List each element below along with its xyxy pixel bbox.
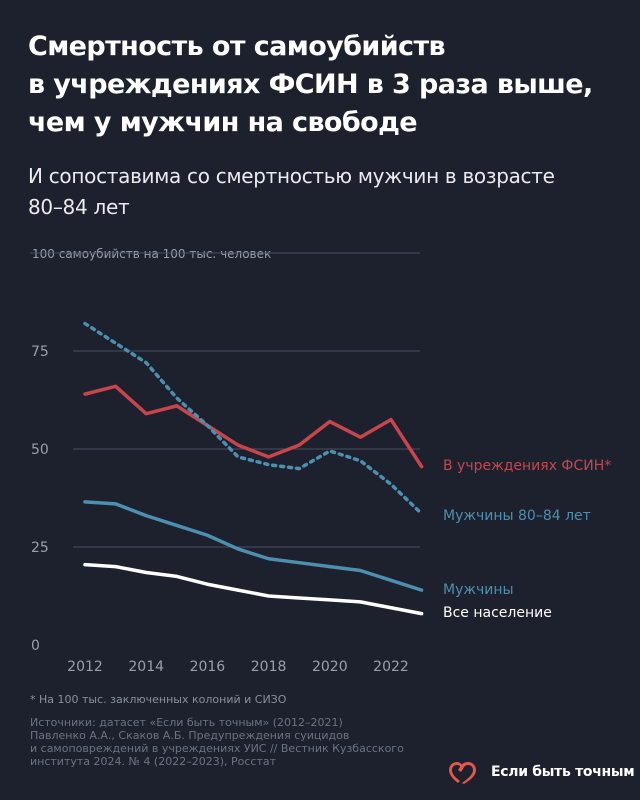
brand: Если быть точным <box>448 760 635 784</box>
chart-subtitle: И сопоставима со смертностью мужчин в во… <box>28 161 628 223</box>
title-line-3: чем у мужчин на свободе <box>28 107 418 138</box>
sources-line-4: института 2024. № 4 (2022–2023), Росстат <box>30 755 277 768</box>
chart-title: Смертность от самоубийств в учреждениях … <box>28 28 628 142</box>
series-label-2: Мужчины <box>443 582 514 598</box>
y-tick-label: 25 <box>31 540 49 556</box>
series-label-1: Мужчины 80–84 лет <box>443 508 591 524</box>
brand-name: Если быть точным <box>491 764 635 780</box>
x-tick-label: 2018 <box>251 659 287 675</box>
x-tick-label: 2022 <box>373 659 409 675</box>
sources: Источники: датасет «Если быть точным» (2… <box>30 716 404 768</box>
subtitle-line-2: 80–84 лет <box>28 195 130 219</box>
sources-line-1: Источники: датасет «Если быть точным» (2… <box>30 716 343 729</box>
series-line-1 <box>83 321 424 516</box>
y-axis-label: 100 самоубийств на 100 тыс. человек <box>32 247 271 261</box>
sources-line-2: Павленко А.А., Скаков А.Б. Предупреждени… <box>30 729 350 742</box>
title-line-2: в учреждениях ФСИН в 3 раза выше, <box>28 69 593 100</box>
x-tick-label: 2012 <box>67 659 103 675</box>
series-line-3 <box>83 562 424 616</box>
x-tick-label: 2014 <box>128 659 164 675</box>
series-label-3: Все население <box>443 605 552 621</box>
y-tick-label: 0 <box>31 638 40 654</box>
series-label-0: В учреждениях ФСИН* <box>443 458 611 474</box>
x-tick-label: 2016 <box>190 659 226 675</box>
x-tick-label: 2020 <box>312 659 348 675</box>
title-line-1: Смертность от самоубийств <box>28 31 446 62</box>
line-chart: 100 самоубийств на 100 тыс. человек 0 25 50… <box>30 247 611 675</box>
subtitle-line-1: И сопоставима со смертностью мужчин в во… <box>28 164 555 188</box>
series-line-0 <box>83 384 424 469</box>
series-line-2 <box>83 500 424 592</box>
y-tick-label: 75 <box>31 344 49 360</box>
sources-line-3: и самоповреждений в учреждениях УИС // В… <box>30 742 404 755</box>
y-tick-label: 50 <box>31 442 49 458</box>
footnote: * На 100 тыс. заключенных колоний и СИЗО <box>30 693 287 706</box>
heart-logo-icon <box>449 762 476 784</box>
